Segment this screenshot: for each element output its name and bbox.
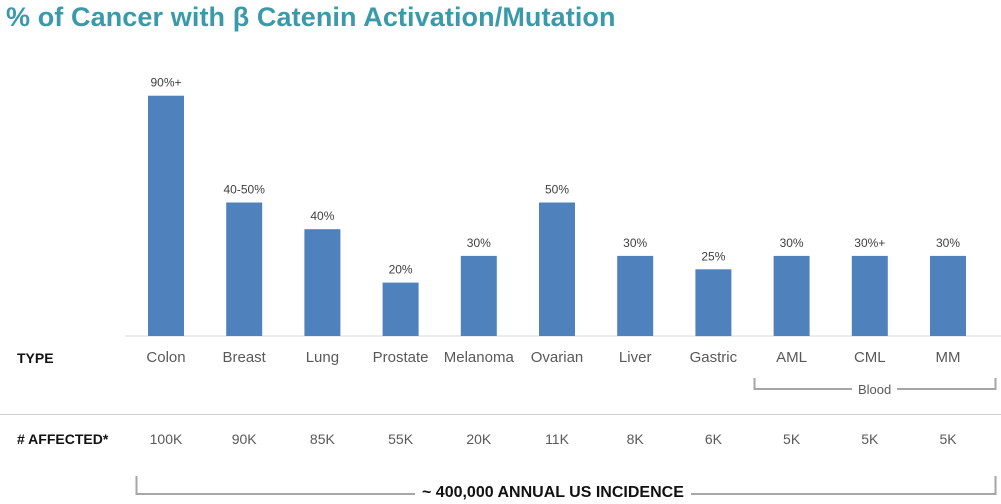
category-label-melanoma: Melanoma [443,349,514,366]
affected-value-liver: 8K [626,431,644,447]
data-labels: 90%+ 40-50% 40% 20% 30% 50% 30% 25% 30% 30%+ 30% [150,76,960,277]
category-label-prostate: Prostate [372,349,429,366]
data-label-breast: 40-50% [224,183,266,197]
affected-value-ovarian: 11K [545,431,569,447]
affected-value-aml: 5K [783,431,801,447]
affected-value-cml: 5K [861,431,879,447]
bar-prostate [382,282,419,336]
category-label-ovarian: Ovarian [530,349,584,366]
row-divider [0,414,1001,415]
bar-gastric [695,269,732,337]
data-label-liver: 30% [623,236,647,250]
category-label-aml: AML [776,349,808,366]
affected-value-melanoma: 20K [466,431,492,447]
affected-value-colon: 100K [149,431,183,447]
category-label-lung: Lung [305,349,340,366]
data-label-gastric: 25% [701,249,725,263]
affected-value-gastric: 6K [704,431,722,447]
category-label-liver: Liver [618,349,652,366]
category-label-cml: CML [853,349,886,366]
data-label-aml: 30% [780,236,804,250]
data-label-mm: 30% [936,236,960,250]
affected-row-label: # AFFECTED* [17,431,109,447]
category-label-gastric: Gastric [689,349,738,366]
bar-melanoma [460,255,497,336]
data-label-colon: 90%+ [150,76,181,90]
affected-value-breast: 90K [231,431,257,447]
bar-cml [851,255,888,336]
blood-group-label: Blood [852,382,898,397]
bar-lung [304,229,341,336]
data-label-cml: 30%+ [854,236,885,250]
bar-colon [148,95,184,336]
affected-value-mm: 5K [939,431,957,447]
bar-ovarian [539,202,575,336]
data-label-melanoma: 30% [467,236,491,250]
bar-liver [617,255,654,336]
bar-mm [930,255,966,336]
bar-series [148,95,966,337]
category-label-breast: Breast [222,349,266,366]
data-label-prostate: 20% [389,263,413,277]
annual-incidence-label: ~ 400,000 ANNUAL US INCIDENCE [415,484,691,502]
chart-title: % of Cancer with β Catenin Activation/Mu… [6,2,616,32]
bar-breast [226,202,263,336]
category-label-mm: MM [935,349,961,366]
type-row-label: TYPE [17,350,54,366]
affected-value-lung: 85K [309,431,335,447]
affected-value-prostate: 55K [388,431,414,447]
bar-aml [773,255,810,336]
data-label-ovarian: 50% [545,183,569,197]
category-label-colon: Colon [146,349,186,366]
data-label-lung: 40% [310,209,334,223]
